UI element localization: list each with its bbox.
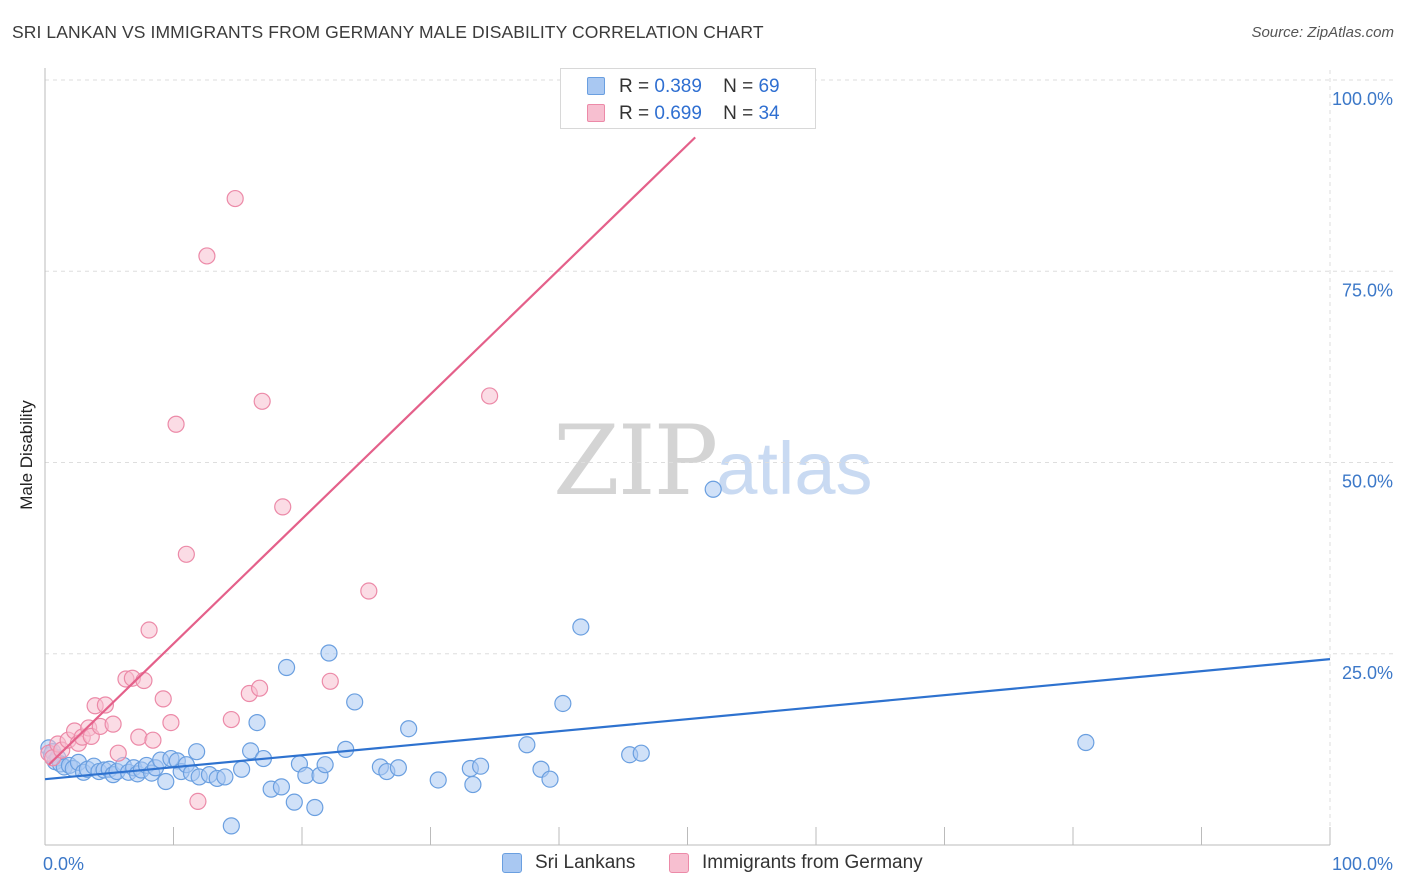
point-immigrants-from-germany (135, 671, 153, 690)
point-sri-lankans (337, 740, 355, 758)
watermark-zip: ZIP (553, 405, 718, 517)
point-immigrants-from-germany (360, 582, 378, 600)
point-immigrants-from-germany (250, 679, 269, 697)
point-immigrants-from-germany (109, 744, 127, 762)
point-sri-lankans (541, 770, 559, 788)
point-sri-lankans (632, 744, 650, 762)
point-sri-lankans (464, 775, 482, 794)
point-immigrants-from-germany (144, 731, 162, 749)
point-sri-lankans (306, 798, 324, 817)
point-sri-lankans (572, 618, 590, 636)
point-sri-lankans (1077, 733, 1095, 752)
point-immigrants-from-germany (154, 690, 172, 708)
point-sri-lankans (157, 772, 175, 791)
point-immigrants-from-germany (226, 189, 244, 208)
trend-line-immigrants-from-germany (48, 136, 696, 766)
legend-r-value: 0.699 (654, 103, 702, 124)
point-sri-lankans (389, 759, 407, 777)
point-immigrants-from-germany (104, 715, 122, 733)
legend-swatch-sri-lankans (587, 77, 605, 95)
point-immigrants-from-germany (253, 392, 271, 410)
point-sri-lankans (554, 694, 572, 713)
point-immigrants-from-germany (177, 545, 195, 563)
point-immigrants-from-germany (130, 728, 148, 746)
point-sri-lankans (216, 768, 234, 786)
point-immigrants-from-germany (96, 696, 114, 714)
point-sri-lankans (277, 658, 296, 677)
point-immigrants-from-germany (321, 672, 339, 690)
legend-n-value: 34 (758, 103, 780, 124)
x-tick-label-max: 100.0% (1332, 854, 1393, 874)
point-immigrants-from-germany (198, 247, 216, 265)
axes (44, 68, 1331, 846)
y-tick-label: 25.0% (1342, 663, 1393, 683)
point-sri-lankans (285, 793, 303, 811)
point-sri-lankans (704, 480, 722, 498)
point-sri-lankans (233, 760, 251, 778)
point-immigrants-from-germany (274, 498, 292, 516)
legend-n-value: 69 (758, 76, 780, 97)
point-sri-lankans (346, 693, 364, 711)
chart-title: SRI LANKAN VS IMMIGRANTS FROM GERMANY MA… (12, 22, 764, 42)
x-tick-label-min: 0.0% (43, 854, 84, 874)
trend-lines (44, 136, 1331, 781)
point-sri-lankans (429, 771, 447, 789)
tick-labels: 25.0% 50.0% 75.0% 100.0% 0.0% 100.0% (43, 89, 1393, 874)
point-sri-lankans (518, 736, 536, 754)
legend-stats-immigrants-from-germany: R = 0.699 N = 34 (619, 103, 780, 124)
watermark: ZIPatlas (553, 405, 873, 517)
point-sri-lankans (222, 817, 240, 835)
point-immigrants-from-germany (162, 713, 180, 732)
legend-label-immigrants-from-germany: Immigrants from Germany (702, 852, 923, 873)
trend-line-sri-lankans (44, 658, 1331, 781)
point-immigrants-from-germany (167, 415, 185, 433)
point-immigrants-from-germany (481, 387, 499, 405)
y-tick-label: 50.0% (1342, 472, 1393, 492)
point-sri-lankans (400, 720, 418, 738)
series-legend: Sri Lankans Immigrants from Germany (0, 852, 1406, 878)
legend-label-sri-lankans: Sri Lankans (535, 852, 636, 873)
legend-stats-sri-lankans: R = 0.389 N = 69 (619, 76, 780, 97)
watermark-atlas: atlas (716, 427, 873, 510)
point-sri-lankans (320, 644, 338, 662)
legend-r-value: 0.389 (654, 76, 702, 97)
point-sri-lankans (188, 743, 206, 761)
legend-swatch-sri-lankans (502, 853, 522, 873)
correlation-legend: R = 0.389 N = 69 R = 0.699 N = 34 (560, 68, 816, 129)
y-tick-label: 75.0% (1342, 280, 1393, 300)
point-immigrants-from-germany (140, 621, 158, 639)
point-immigrants-from-germany (222, 710, 240, 729)
grid-lines (45, 70, 1393, 845)
chart-source: Source: ZipAtlas.com (1251, 24, 1394, 41)
point-sri-lankans (248, 713, 266, 732)
point-immigrants-from-germany (189, 792, 207, 810)
point-sri-lankans (272, 778, 291, 796)
data-points (40, 75, 1095, 835)
y-tick-label: 100.0% (1332, 89, 1393, 109)
legend-swatch-immigrants-from-germany (669, 853, 689, 873)
point-sri-lankans (316, 756, 334, 774)
point-sri-lankans (472, 757, 490, 775)
legend-swatch-immigrants-from-germany (587, 104, 605, 122)
